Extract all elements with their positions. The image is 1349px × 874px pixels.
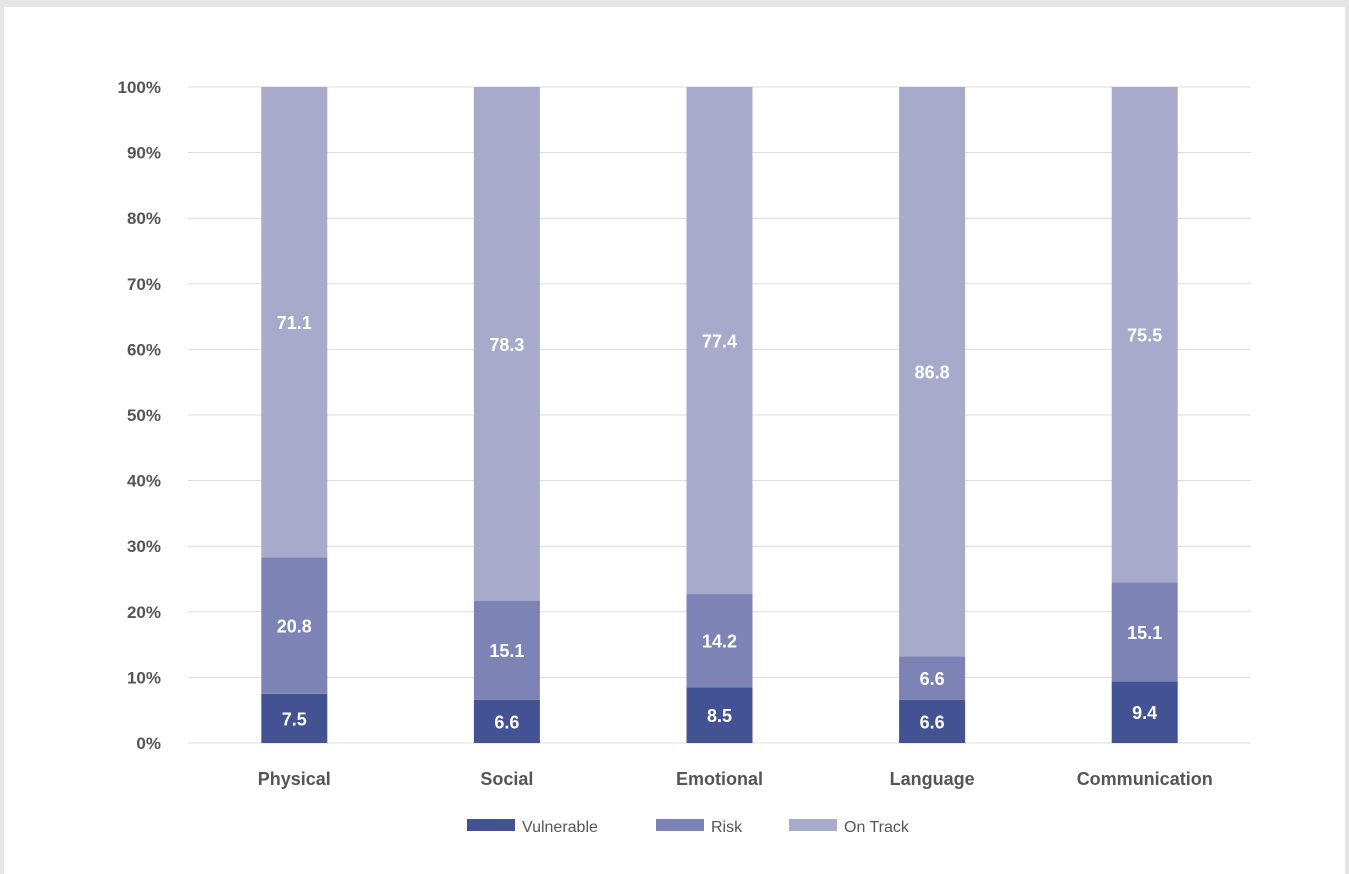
bar-segment-on-track: [1111, 87, 1178, 583]
legend-label: On Track: [844, 819, 910, 836]
data-label: 8.5: [707, 706, 732, 726]
x-tick-label: Communication: [1077, 769, 1213, 789]
legend-swatch-on-track: [789, 819, 837, 831]
x-tick-label: Language: [890, 769, 975, 789]
legend-label: Vulnerable: [522, 819, 598, 836]
bar-segment-risk: [261, 557, 328, 694]
y-tick-label: 80%: [127, 209, 161, 228]
data-label: 14.2: [702, 632, 737, 652]
bar-segment-vulnerable: [473, 699, 540, 743]
y-tick-label: 100%: [118, 78, 161, 97]
bar-segment-on-track: [686, 87, 753, 595]
bar-segment-vulnerable: [1111, 681, 1178, 743]
x-tick-label: Emotional: [676, 769, 763, 789]
data-label: 9.4: [1132, 703, 1157, 723]
y-tick-label: 30%: [127, 537, 161, 556]
data-label: 7.5: [282, 709, 307, 729]
y-tick-label: 40%: [127, 472, 161, 491]
legend-label: Risk: [711, 819, 743, 836]
data-label: 86.8: [915, 363, 950, 383]
bar-segment-vulnerable: [261, 693, 328, 743]
y-tick-label: 50%: [127, 406, 161, 425]
bar-segment-on-track: [473, 87, 540, 601]
data-label: 20.8: [277, 617, 312, 637]
y-tick-label: 70%: [127, 275, 161, 294]
y-tick-label: 90%: [127, 144, 161, 163]
data-label: 77.4: [702, 332, 737, 352]
bar-segment-risk: [686, 594, 753, 688]
y-tick-label: 10%: [127, 668, 161, 687]
legend-swatch-risk: [656, 819, 704, 831]
legend-swatch-vulnerable: [467, 819, 515, 831]
bar-segment-on-track: [261, 87, 328, 558]
chart-panel: 0% 10% 20% 30% 40% 50% 60% 70% 80% 90% 100% 7.5 20.8…: [4, 7, 1345, 874]
x-tick-label: Physical: [258, 769, 331, 789]
bar-segment-risk: [1111, 582, 1178, 682]
y-tick-label: 0%: [136, 734, 161, 753]
y-tick-label: 60%: [127, 340, 161, 359]
bar-segment-vulnerable: [899, 699, 966, 743]
data-label: 15.1: [489, 641, 524, 661]
data-label: 6.6: [920, 712, 945, 732]
data-label: 71.1: [277, 313, 312, 333]
data-label: 6.6: [494, 712, 519, 732]
stacked-bar-chart: 0% 10% 20% 30% 40% 50% 60% 70% 80% 90% 100% 7.5 20.8…: [118, 78, 1251, 836]
bar-segment-risk: [473, 600, 540, 700]
data-label: 15.1: [1127, 623, 1162, 643]
x-tick-label: Social: [480, 769, 533, 789]
y-tick-label: 20%: [127, 603, 161, 622]
bar-segment-risk: [899, 656, 966, 700]
bar-segment-vulnerable: [686, 687, 753, 743]
data-label: 78.3: [489, 335, 524, 355]
data-label: 75.5: [1127, 326, 1162, 346]
bar-segment-on-track: [899, 87, 966, 657]
data-label: 6.6: [920, 669, 945, 689]
